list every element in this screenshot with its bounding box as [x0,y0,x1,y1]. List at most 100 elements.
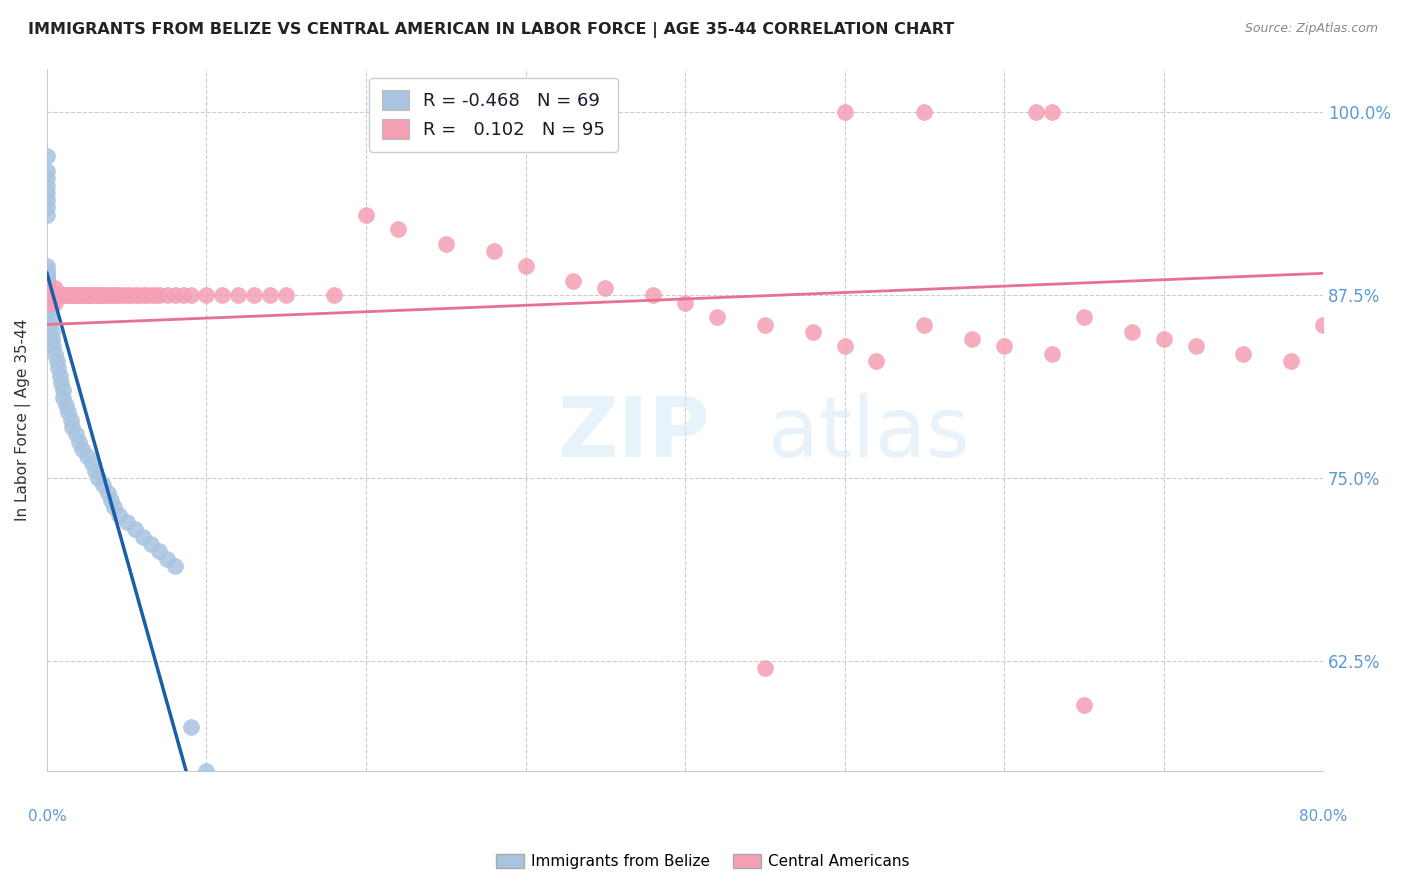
Text: Source: ZipAtlas.com: Source: ZipAtlas.com [1244,22,1378,36]
Point [35,208,58,222]
Point [1153,332,1175,346]
Point [1025,105,1047,120]
Point [67,288,90,302]
Point [52,384,75,398]
Point [35,263,58,277]
Point [59,288,82,302]
Point [211,288,233,302]
Point [35,149,58,163]
Point [35,282,58,296]
Point [66,288,89,302]
Point [482,244,505,259]
Point [35,281,58,295]
Point [67,288,90,302]
Point [93,288,115,302]
Point [55,398,77,412]
Point [148,288,170,302]
Point [960,332,983,346]
Legend: R = -0.468   N = 69, R =   0.102   N = 95: R = -0.468 N = 69, R = 0.102 N = 95 [370,78,619,152]
Text: 0.0%: 0.0% [28,809,66,824]
Point [44,281,66,295]
Point [35,171,58,186]
Point [35,295,58,310]
Point [35,286,58,301]
Point [80,457,103,471]
Point [834,105,856,120]
Point [51,288,73,302]
Point [52,288,75,302]
Point [35,274,58,288]
Point [139,288,162,302]
Point [1040,105,1063,120]
Legend: Immigrants from Belize, Central Americans: Immigrants from Belize, Central American… [491,848,915,875]
Point [91,288,114,302]
Point [39,318,62,332]
Point [83,464,105,478]
Text: 80.0%: 80.0% [1299,809,1347,824]
Point [111,288,134,302]
Point [107,508,129,522]
Point [131,288,153,302]
Point [48,368,70,383]
Y-axis label: In Labor Force | Age 35-44: In Labor Force | Age 35-44 [15,318,31,521]
Point [63,288,86,302]
Point [156,288,179,302]
Point [38,295,60,310]
Point [35,266,58,280]
Point [35,201,58,215]
Point [643,288,665,302]
Point [67,434,90,449]
Point [51,376,73,390]
Point [195,288,218,302]
Point [41,325,63,339]
Point [35,290,58,304]
Point [35,278,58,293]
Point [148,544,170,558]
Point [46,288,69,302]
Point [45,288,67,302]
Point [993,339,1015,353]
Point [87,471,110,485]
Point [180,288,202,302]
Point [107,288,129,302]
Point [834,339,856,353]
Point [354,208,377,222]
Point [172,288,194,302]
Point [131,530,153,544]
Point [124,288,146,302]
Point [35,288,58,302]
Point [38,302,60,317]
Point [35,291,58,305]
Point [1232,347,1254,361]
Point [46,361,69,376]
Point [35,281,58,295]
Point [124,522,146,536]
Point [228,288,250,302]
Point [35,288,58,302]
Point [35,164,58,178]
Point [56,405,79,419]
Point [65,288,87,302]
Point [434,237,457,252]
Point [1184,339,1206,353]
Point [100,493,122,508]
Point [595,281,617,295]
Point [243,288,266,302]
Point [70,442,93,456]
Point [97,485,120,500]
Point [1121,325,1143,339]
Point [35,277,58,291]
Point [80,288,103,302]
Point [35,295,58,310]
Point [35,293,58,307]
Point [1312,318,1334,332]
Point [35,274,58,288]
Point [801,325,824,339]
Point [59,288,82,302]
Point [62,420,84,434]
Point [865,354,887,368]
Point [41,295,63,310]
Point [73,288,96,302]
Point [70,288,93,302]
Point [35,279,58,293]
